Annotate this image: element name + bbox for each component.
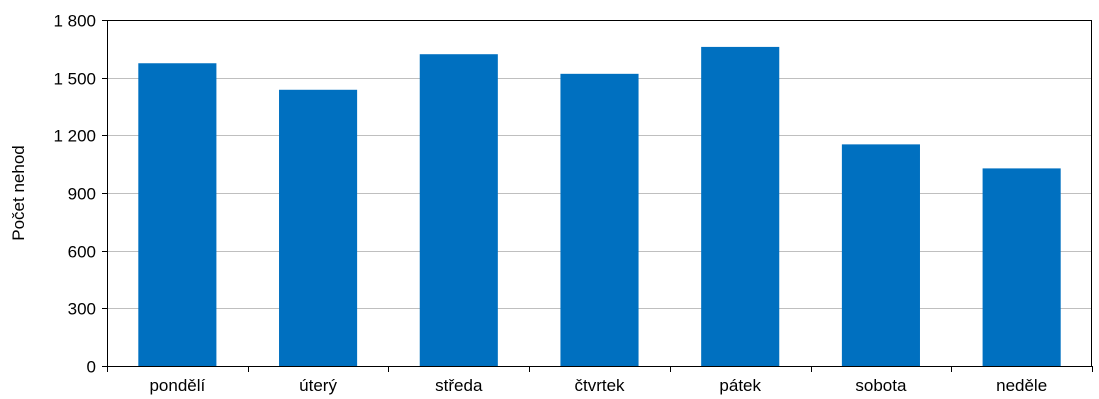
bar-3: [560, 73, 639, 367]
axes: [102, 20, 1093, 372]
y-axis-title: Počet nehod: [9, 145, 28, 240]
x-tick-label: úterý: [299, 376, 337, 395]
bar-1: [279, 89, 358, 366]
x-tick-label: středa: [435, 376, 483, 395]
bars: [138, 46, 1061, 367]
bar-5: [841, 144, 920, 366]
x-tick-label: pondělí: [149, 376, 205, 395]
y-tick-label: 1 500: [53, 70, 96, 89]
x-tick-label: neděle: [996, 376, 1047, 395]
bar-2: [419, 54, 498, 367]
x-tick-labels: pondělí úterý středa čtvrtek pátek sobota nedě…: [149, 376, 1047, 395]
x-tick-label: pátek: [719, 376, 761, 395]
y-tick-label: 1 200: [53, 127, 96, 146]
y-tick-labels: 0 300 600 900 1 200 1 500 1 800: [53, 12, 96, 377]
x-tick-label: sobota: [855, 376, 907, 395]
y-tick-label: 1 800: [53, 12, 96, 31]
bar-6: [982, 168, 1061, 366]
y-tick-label: 900: [68, 185, 96, 204]
y-tick-label: 600: [68, 243, 96, 262]
y-tick-label: 0: [87, 358, 96, 377]
y-tick-label: 300: [68, 300, 96, 319]
bar-0: [138, 63, 217, 366]
bar-4: [701, 46, 780, 367]
x-tick-label: čtvrtek: [574, 376, 625, 395]
